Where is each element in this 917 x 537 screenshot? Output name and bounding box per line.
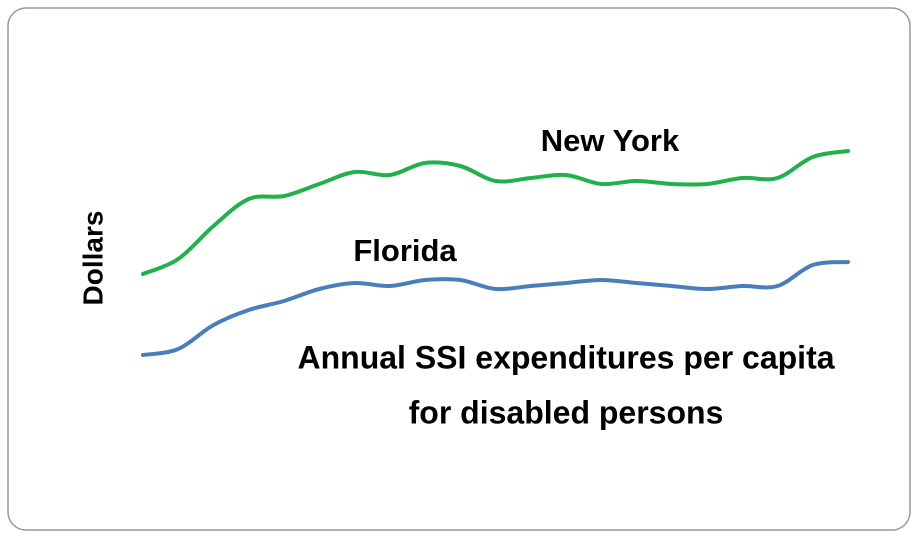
series-line bbox=[141, 149, 850, 276]
series-label: Florida bbox=[353, 233, 457, 268]
chart-title: for disabled persons bbox=[409, 394, 724, 430]
series-label: New York bbox=[541, 123, 680, 158]
y-axis-label: Dollars bbox=[77, 211, 108, 306]
series-line bbox=[141, 260, 850, 357]
chart-title: Annual SSI expenditures per capita bbox=[297, 339, 834, 375]
frame bbox=[7, 7, 911, 531]
